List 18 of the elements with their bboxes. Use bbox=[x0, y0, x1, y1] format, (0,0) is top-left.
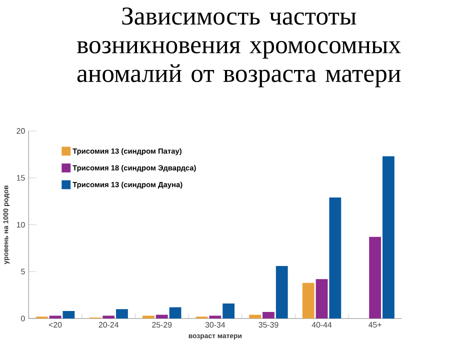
bar bbox=[329, 197, 342, 318]
bar bbox=[142, 316, 154, 318]
bar bbox=[222, 303, 235, 318]
bar bbox=[169, 307, 182, 318]
bar bbox=[369, 236, 382, 318]
bar bbox=[249, 314, 262, 318]
bar bbox=[382, 156, 394, 318]
bar bbox=[156, 314, 168, 318]
bar bbox=[116, 309, 128, 318]
bar bbox=[302, 282, 314, 318]
bar bbox=[262, 312, 274, 318]
bar bbox=[209, 316, 222, 318]
bar bbox=[276, 266, 288, 318]
bar bbox=[316, 279, 328, 318]
bar bbox=[62, 310, 75, 318]
bar bbox=[102, 316, 115, 318]
bar bbox=[49, 316, 62, 318]
chart-title: Зависимость частоты возникновения хромосомных аномалий от возраста матери bbox=[77, 7, 401, 88]
